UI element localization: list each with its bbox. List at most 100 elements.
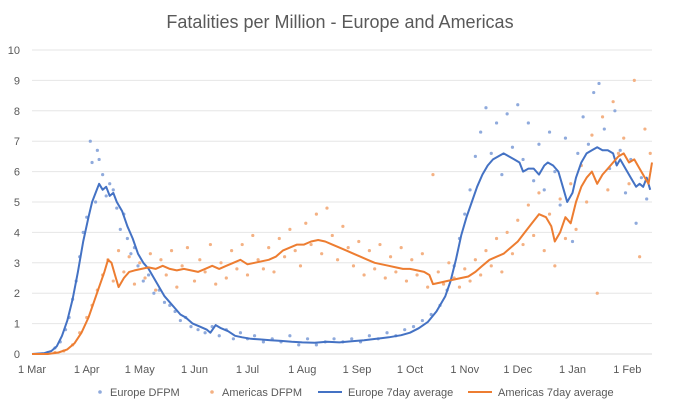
data-point	[412, 325, 415, 328]
x-tick-label: 1 Sep	[343, 364, 372, 376]
data-point	[89, 140, 92, 143]
x-tick-label: 1 May	[125, 364, 155, 376]
data-point	[596, 292, 599, 295]
data-point	[362, 273, 365, 276]
data-point	[645, 197, 648, 200]
data-point	[315, 213, 318, 216]
data-point	[649, 152, 652, 155]
data-point	[253, 334, 256, 337]
data-point	[142, 279, 145, 282]
data-point	[576, 152, 579, 155]
data-point	[209, 243, 212, 246]
data-point	[638, 255, 641, 258]
data-point	[175, 286, 178, 289]
data-point	[315, 343, 318, 346]
data-point	[294, 249, 297, 252]
data-point	[288, 228, 291, 231]
data-point	[484, 249, 487, 252]
legend-label: Europe 7day average	[348, 387, 453, 399]
chart-title: Fatalities per Million - Europe and Amer…	[166, 12, 513, 32]
data-point	[385, 331, 388, 334]
data-point	[548, 213, 551, 216]
data-point	[325, 206, 328, 209]
data-point	[627, 182, 630, 185]
data-point	[218, 334, 221, 337]
data-point	[272, 270, 275, 273]
data-point	[643, 127, 646, 130]
data-point	[138, 261, 141, 264]
data-point	[474, 155, 477, 158]
data-point	[592, 91, 595, 94]
data-point	[622, 137, 625, 140]
data-point	[582, 115, 585, 118]
data-point	[553, 170, 556, 173]
legend: Europe DFPM Americas DFPM Europe 7day aver…	[98, 387, 613, 399]
data-point	[368, 249, 371, 252]
data-point	[426, 286, 429, 289]
data-point	[368, 334, 371, 337]
data-point	[597, 82, 600, 85]
data-point	[350, 337, 353, 340]
data-point	[189, 325, 192, 328]
data-point	[474, 258, 477, 261]
data-point	[463, 213, 466, 216]
data-point	[506, 231, 509, 234]
legend-marker	[98, 390, 102, 394]
data-point	[421, 319, 424, 322]
y-tick-label: 3	[14, 258, 20, 270]
data-point	[304, 222, 307, 225]
y-tick-label: 2	[14, 288, 20, 300]
data-point	[105, 194, 108, 197]
data-point	[352, 264, 355, 267]
data-point	[96, 149, 99, 152]
data-point	[548, 130, 551, 133]
data-point	[490, 152, 493, 155]
x-tick-label: 1 Mar	[18, 364, 46, 376]
series-1	[53, 79, 651, 354]
data-point	[149, 252, 152, 255]
data-point	[590, 134, 593, 137]
data-point	[129, 252, 132, 255]
data-point	[128, 255, 131, 258]
data-point	[587, 143, 590, 146]
legend-item: Europe 7day average	[318, 387, 453, 399]
data-point	[278, 237, 281, 240]
data-point	[606, 188, 609, 191]
legend-item: Americas DFPM	[210, 387, 302, 399]
data-point	[571, 240, 574, 243]
data-point	[204, 331, 207, 334]
data-point	[219, 261, 222, 264]
data-point	[126, 237, 129, 240]
x-axis-tick-labels: 1 Mar 1 Apr 1 May 1 Jun 1 Jul 1 Aug 1 Sep 1 Oct…	[18, 364, 641, 376]
data-point	[165, 273, 168, 276]
data-point	[332, 337, 335, 340]
data-point	[403, 328, 406, 331]
series-0	[46, 82, 648, 354]
data-point	[495, 237, 498, 240]
data-point	[235, 267, 238, 270]
x-tick-label: 1 Nov	[450, 364, 479, 376]
x-tick-label: 1 Apr	[74, 364, 100, 376]
data-point	[297, 343, 300, 346]
data-point	[484, 106, 487, 109]
data-point	[633, 79, 636, 82]
series-2	[32, 147, 650, 354]
data-point	[431, 173, 434, 176]
data-point	[400, 246, 403, 249]
data-point	[532, 234, 535, 237]
data-point	[495, 121, 498, 124]
data-point	[389, 255, 392, 258]
data-point	[511, 146, 514, 149]
data-point	[479, 130, 482, 133]
plot-area	[32, 79, 652, 354]
data-point	[559, 197, 562, 200]
data-point	[543, 188, 546, 191]
data-point	[447, 261, 450, 264]
data-point	[569, 182, 572, 185]
data-point	[640, 176, 643, 179]
legend-label: Americas DFPM	[222, 387, 302, 399]
data-point	[421, 252, 424, 255]
data-point	[239, 331, 242, 334]
data-point	[506, 112, 509, 115]
data-point	[613, 109, 616, 112]
